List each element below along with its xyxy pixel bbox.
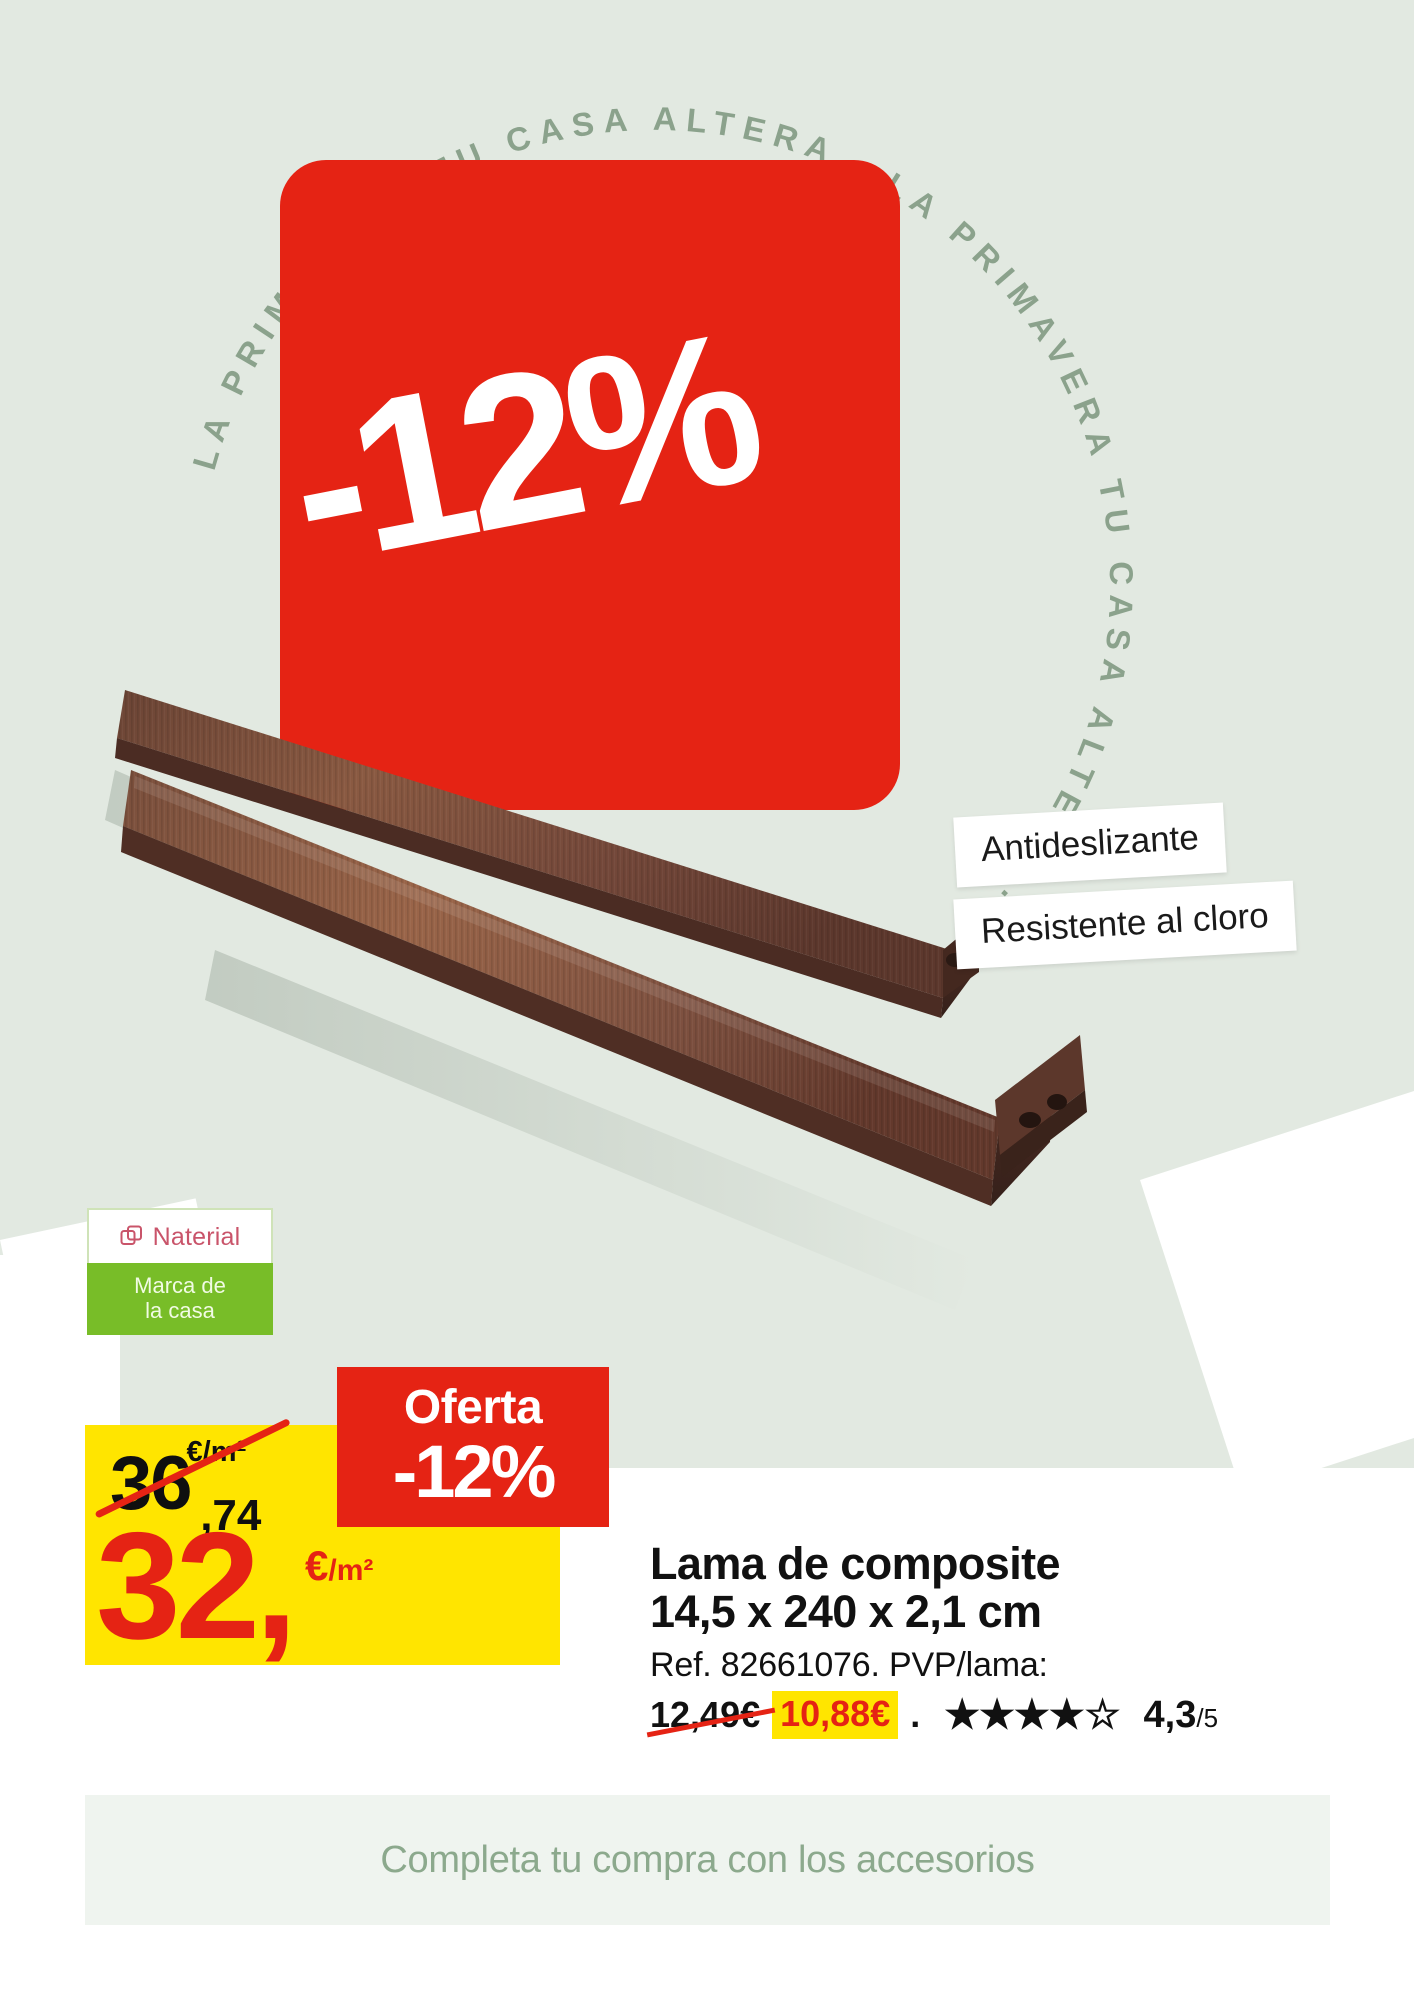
brand-tagline-line2: la casa — [145, 1298, 215, 1323]
brand-tagline: Marca de la casa — [87, 1263, 273, 1335]
rating-value: 4,3 — [1143, 1693, 1197, 1736]
product-description: Lama de composite 14,5 x 240 x 2,1 cm Re… — [646, 1538, 1370, 1740]
rating-stars-empty: ☆ — [1084, 1693, 1121, 1738]
accessories-banner[interactable]: Completa tu compra con los accesorios — [85, 1795, 1330, 1925]
rating-stars: ★★★★ ☆ — [944, 1693, 1121, 1738]
product-unit-prices: 12,49€ 10,88€ . ★★★★ ☆ 4,3/5 — [646, 1691, 1370, 1740]
product-pvp-new: 10,88€ — [772, 1691, 899, 1740]
product-reference: Ref. 82661076. PVP/lama: — [650, 1646, 1048, 1685]
product-title: Lama de composite 14,5 x 240 x 2,1 cm — [650, 1538, 1370, 1638]
product-title-line1: Lama de composite — [650, 1538, 1061, 1589]
rating-value-group: 4,3/5 — [1144, 1694, 1219, 1737]
offer-badge-word: Oferta — [403, 1381, 543, 1435]
new-price-per-unit: /m² — [328, 1554, 374, 1587]
product-pvp-period: . — [910, 1694, 921, 1736]
brand-tagline-line1: Marca de — [134, 1273, 226, 1299]
offer-badge: Oferta -12% — [337, 1367, 609, 1527]
rating-stars-filled: ★★★★ — [944, 1693, 1084, 1738]
brand-name-label: Naterial — [152, 1223, 241, 1251]
naterial-logo-icon — [120, 1225, 142, 1245]
new-price-unit: €/m² — [305, 1545, 373, 1587]
product-title-line2: 14,5 x 240 x 2,1 cm — [650, 1586, 1042, 1638]
offer-badge-percent: -12% — [392, 1430, 557, 1514]
rating-max: /5 — [1196, 1702, 1219, 1733]
new-price-value: 32, — [96, 1501, 297, 1671]
product-pvp-old: 12,49€ — [646, 1694, 776, 1738]
new-price-currency: € — [305, 1542, 329, 1589]
old-price-decimals: ,74 — [200, 1491, 262, 1540]
